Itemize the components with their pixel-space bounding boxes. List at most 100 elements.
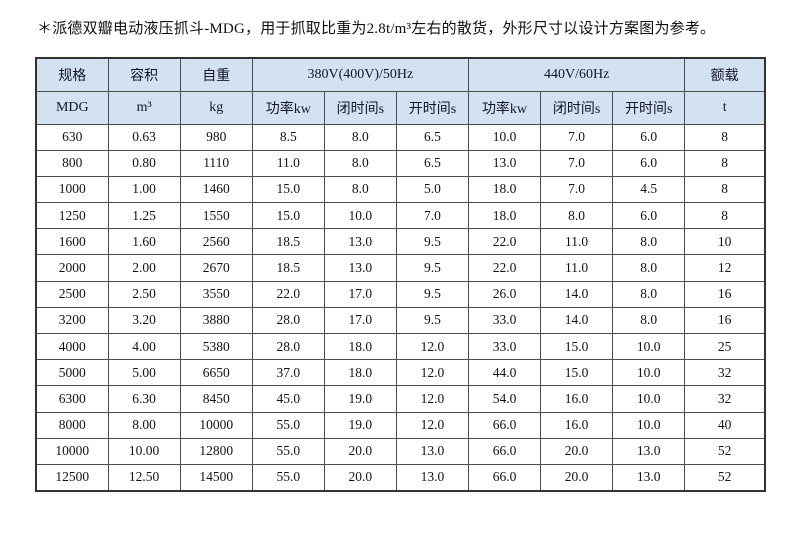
table-cell: 6650	[179, 359, 253, 387]
table-cell: 20.0	[323, 437, 397, 465]
page-title: ＊派德双瓣电动液压抓斗-MDG，用于抓取比重为2.8t/m³左右的散货，外形尺寸…	[37, 21, 716, 37]
table-cell: 20.0	[540, 437, 614, 465]
table-cell: 3.20	[107, 306, 181, 335]
table-cell: 8.0	[323, 123, 397, 151]
header-50hz-group: 380V(400V)/50Hz	[251, 57, 469, 92]
table-cell: 10.00	[107, 437, 181, 465]
table-cell: 8.0	[612, 280, 686, 308]
table-cell: 11.0	[540, 228, 614, 256]
table-cell: 33.0	[467, 306, 542, 335]
table-cell: 14500	[179, 463, 253, 492]
table-cell: 40	[684, 411, 766, 439]
table-cell: 9.5	[395, 306, 469, 335]
table-header: 规格 容积 自重 380V(400V)/50Hz 440V/60Hz 额载 MD…	[35, 57, 766, 125]
table-cell: 12500	[35, 463, 109, 492]
table-cell: 15.0	[251, 175, 325, 204]
table-cell: 1460	[179, 175, 253, 204]
table-cell: 55.0	[251, 437, 325, 465]
table-cell: 17.0	[323, 306, 397, 335]
table-cell: 1110	[179, 149, 253, 177]
table-cell: 7.0	[540, 149, 614, 177]
table-cell: 26.0	[467, 280, 542, 308]
table-cell: 10.0	[612, 411, 686, 439]
table-cell: 66.0	[467, 463, 542, 492]
table-cell: 980	[179, 123, 253, 151]
table-cell: 8.0	[323, 149, 397, 177]
header-spec: 规格	[35, 57, 109, 92]
table-cell: 13.0	[612, 463, 686, 492]
table-cell: 3550	[179, 280, 253, 308]
table-cell: 8	[684, 149, 766, 177]
table-cell: 1.00	[107, 175, 181, 204]
table-cell: 10.0	[612, 359, 686, 387]
table-cell: 8.0	[323, 175, 397, 204]
table-cell: 9.5	[395, 280, 469, 308]
table-cell: 28.0	[251, 306, 325, 335]
table-cell: 22.0	[251, 280, 325, 308]
table-cell: 14.0	[540, 306, 614, 335]
table-body: 630 0.63 980 8.5 8.0 6.5 10.0 7.0 6.0 8 800 0.80 111…	[35, 123, 766, 492]
table-cell: 8.00	[107, 411, 181, 439]
table-cell: 8000	[35, 411, 109, 439]
table-cell: 16	[684, 306, 766, 335]
table-cell: 44.0	[467, 359, 542, 387]
subheader-50hz-open-time: 开时间s	[395, 90, 469, 125]
table-cell: 13.0	[467, 149, 542, 177]
table-row: 800 0.80 1110 11.0 8.0 6.5 13.0 7.0 6.0 8	[35, 149, 766, 177]
table-cell: 10.0	[467, 123, 542, 151]
table-cell: 16.0	[540, 411, 614, 439]
table-cell: 32	[684, 385, 766, 413]
table-cell: 37.0	[251, 359, 325, 387]
table-cell: 55.0	[251, 463, 325, 492]
table-cell: 5.00	[107, 359, 181, 387]
table-cell: 18.5	[251, 254, 325, 282]
table-cell: 52	[684, 463, 766, 492]
table-cell: 12.0	[395, 359, 469, 387]
table-row: 630 0.63 980 8.5 8.0 6.5 10.0 7.0 6.0 8	[35, 123, 766, 151]
table-cell: 2000	[35, 254, 109, 282]
table-cell: 18.0	[467, 202, 542, 230]
table-cell: 11.0	[251, 149, 325, 177]
table-cell: 11.0	[540, 254, 614, 282]
table-cell: 66.0	[467, 437, 542, 465]
table-cell: 17.0	[323, 280, 397, 308]
table-cell: 25	[684, 332, 766, 361]
table-cell: 6.0	[612, 149, 686, 177]
table-cell: 16	[684, 280, 766, 308]
table-cell: 13.0	[323, 254, 397, 282]
table-cell: 2560	[179, 228, 253, 256]
table-cell: 19.0	[323, 385, 397, 413]
table-row: 5000 5.00 6650 37.0 18.0 12.0 44.0 15.0 10.0 32	[35, 359, 766, 387]
table-cell: 8	[684, 202, 766, 230]
spec-table: 规格 容积 自重 380V(400V)/50Hz 440V/60Hz 额载 MD…	[35, 57, 766, 492]
table-cell: 4000	[35, 332, 109, 361]
table-cell: 12.0	[395, 385, 469, 413]
subheader-60hz-open-time: 开时间s	[612, 90, 686, 125]
table-cell: 9.5	[395, 228, 469, 256]
table-cell: 13.0	[395, 437, 469, 465]
table-cell: 8450	[179, 385, 253, 413]
table-cell: 28.0	[251, 332, 325, 361]
table-cell: 6.0	[612, 202, 686, 230]
table-cell: 19.0	[323, 411, 397, 439]
table-cell: 8.0	[612, 254, 686, 282]
header-group-row: 规格 容积 自重 380V(400V)/50Hz 440V/60Hz 额载	[35, 57, 766, 92]
table-cell: 5000	[35, 359, 109, 387]
table-cell: 4.00	[107, 332, 181, 361]
table-cell: 12.50	[107, 463, 181, 492]
table-cell: 3200	[35, 306, 109, 335]
table-cell: 8.5	[251, 123, 325, 151]
table-cell: 5380	[179, 332, 253, 361]
table-cell: 7.0	[540, 123, 614, 151]
table-cell: 8.0	[612, 306, 686, 335]
table-cell: 0.80	[107, 149, 181, 177]
table-row: 1600 1.60 2560 18.5 13.0 9.5 22.0 11.0 8.0 10	[35, 228, 766, 256]
table-cell: 3880	[179, 306, 253, 335]
table-cell: 10.0	[323, 202, 397, 230]
table-cell: 54.0	[467, 385, 542, 413]
table-cell: 15.0	[540, 332, 614, 361]
table-cell: 6.5	[395, 149, 469, 177]
table-cell: 5.0	[395, 175, 469, 204]
subheader-weight-unit: kg	[179, 90, 253, 125]
table-cell: 16.0	[540, 385, 614, 413]
